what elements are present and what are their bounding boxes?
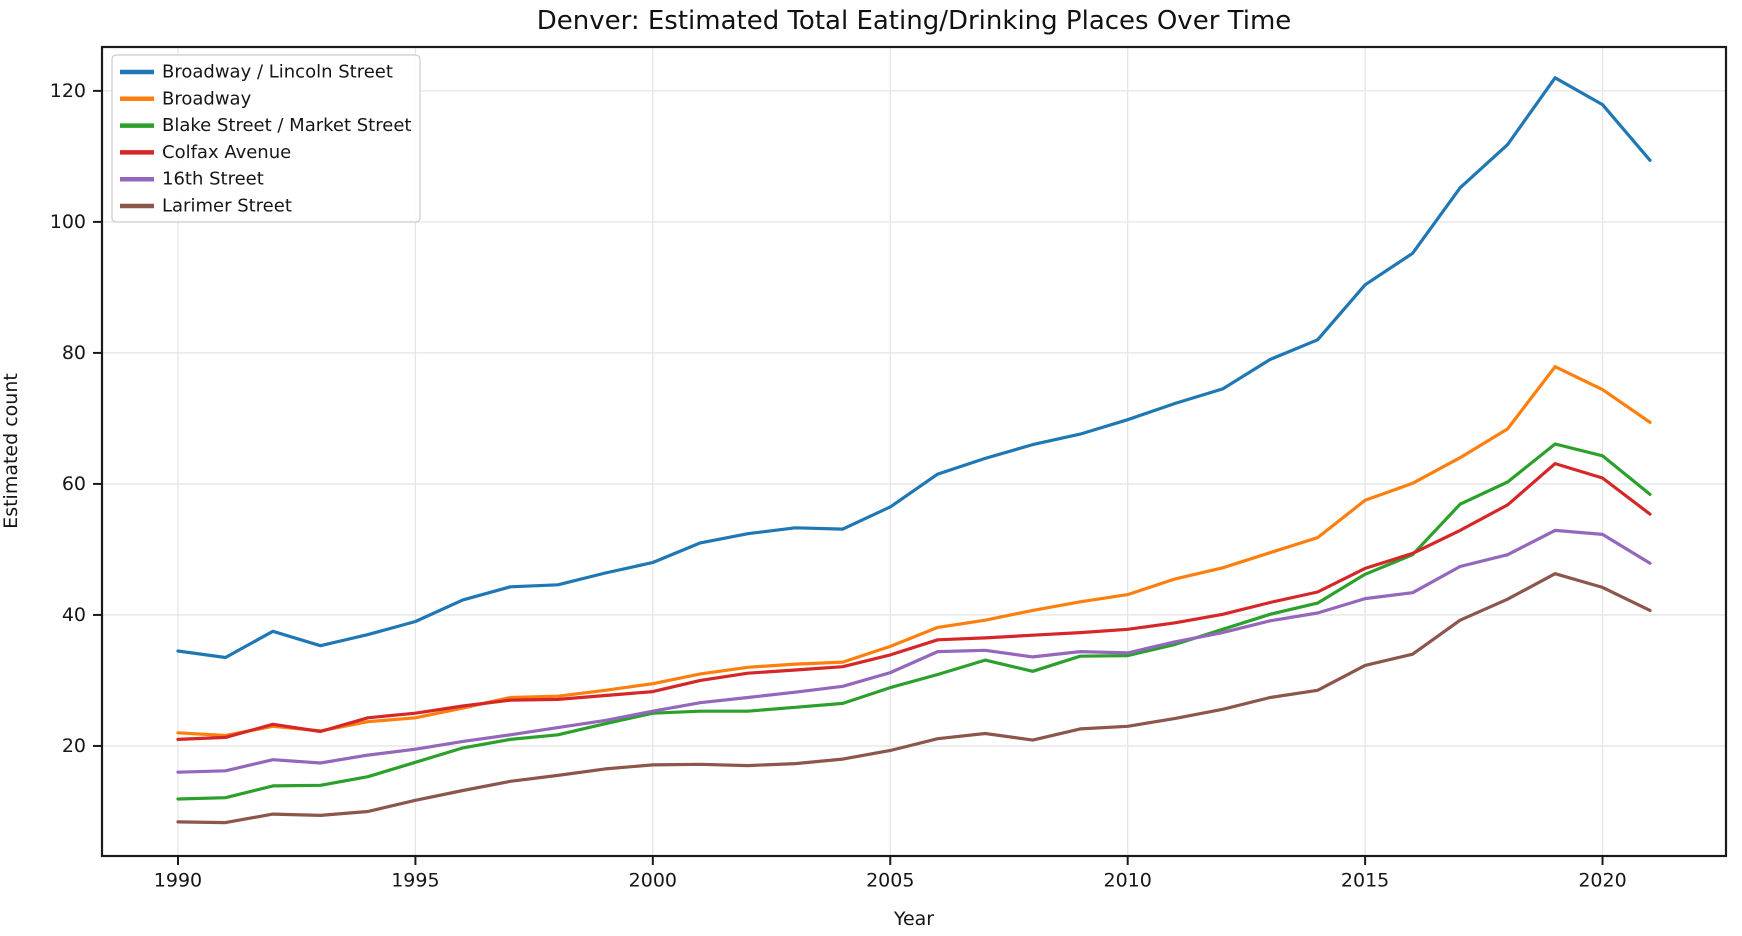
y-tick-label: 100 bbox=[50, 211, 86, 233]
x-tick-label: 1990 bbox=[154, 870, 202, 892]
x-tick-label: 2020 bbox=[1578, 870, 1626, 892]
x-tick-label: 2010 bbox=[1104, 870, 1152, 892]
series-line-broadway bbox=[176, 365, 1652, 738]
series-line-16th-street bbox=[176, 528, 1652, 774]
x-tick-label: 2005 bbox=[866, 870, 914, 892]
legend-label-16th-street: 16th Street bbox=[162, 169, 264, 190]
legend-label-larimer-street: Larimer Street bbox=[162, 196, 292, 217]
x-tick-label: 2000 bbox=[629, 870, 677, 892]
legend-label-blake-street-market-street: Blake Street / Market Street bbox=[162, 115, 411, 136]
y-tick-label: 60 bbox=[62, 473, 86, 495]
y-tick-label: 40 bbox=[62, 604, 86, 626]
series-line-colfax-avenue bbox=[176, 462, 1652, 742]
series-line-broadway-lincoln-street bbox=[176, 76, 1652, 660]
series-line-blake-street-market-street bbox=[176, 442, 1652, 801]
legend-label-broadway-lincoln-street: Broadway / Lincoln Street bbox=[162, 62, 393, 83]
plot-border bbox=[100, 45, 1728, 858]
x-tick-label: 2015 bbox=[1341, 870, 1389, 892]
y-tick-label: 20 bbox=[62, 735, 86, 757]
y-tick-label: 120 bbox=[50, 80, 86, 102]
legend bbox=[111, 54, 421, 223]
y-tick-label: 80 bbox=[62, 342, 86, 364]
legend-label-colfax-avenue: Colfax Avenue bbox=[162, 142, 291, 163]
series-line-larimer-street bbox=[176, 572, 1652, 825]
x-tick-label: 1995 bbox=[391, 870, 439, 892]
y-axis-label: Estimated count bbox=[0, 373, 22, 529]
legend-label-broadway: Broadway bbox=[162, 88, 252, 109]
chart-title: Denver: Estimated Total Eating/Drinking … bbox=[537, 6, 1292, 36]
x-axis-label: Year bbox=[893, 908, 934, 930]
